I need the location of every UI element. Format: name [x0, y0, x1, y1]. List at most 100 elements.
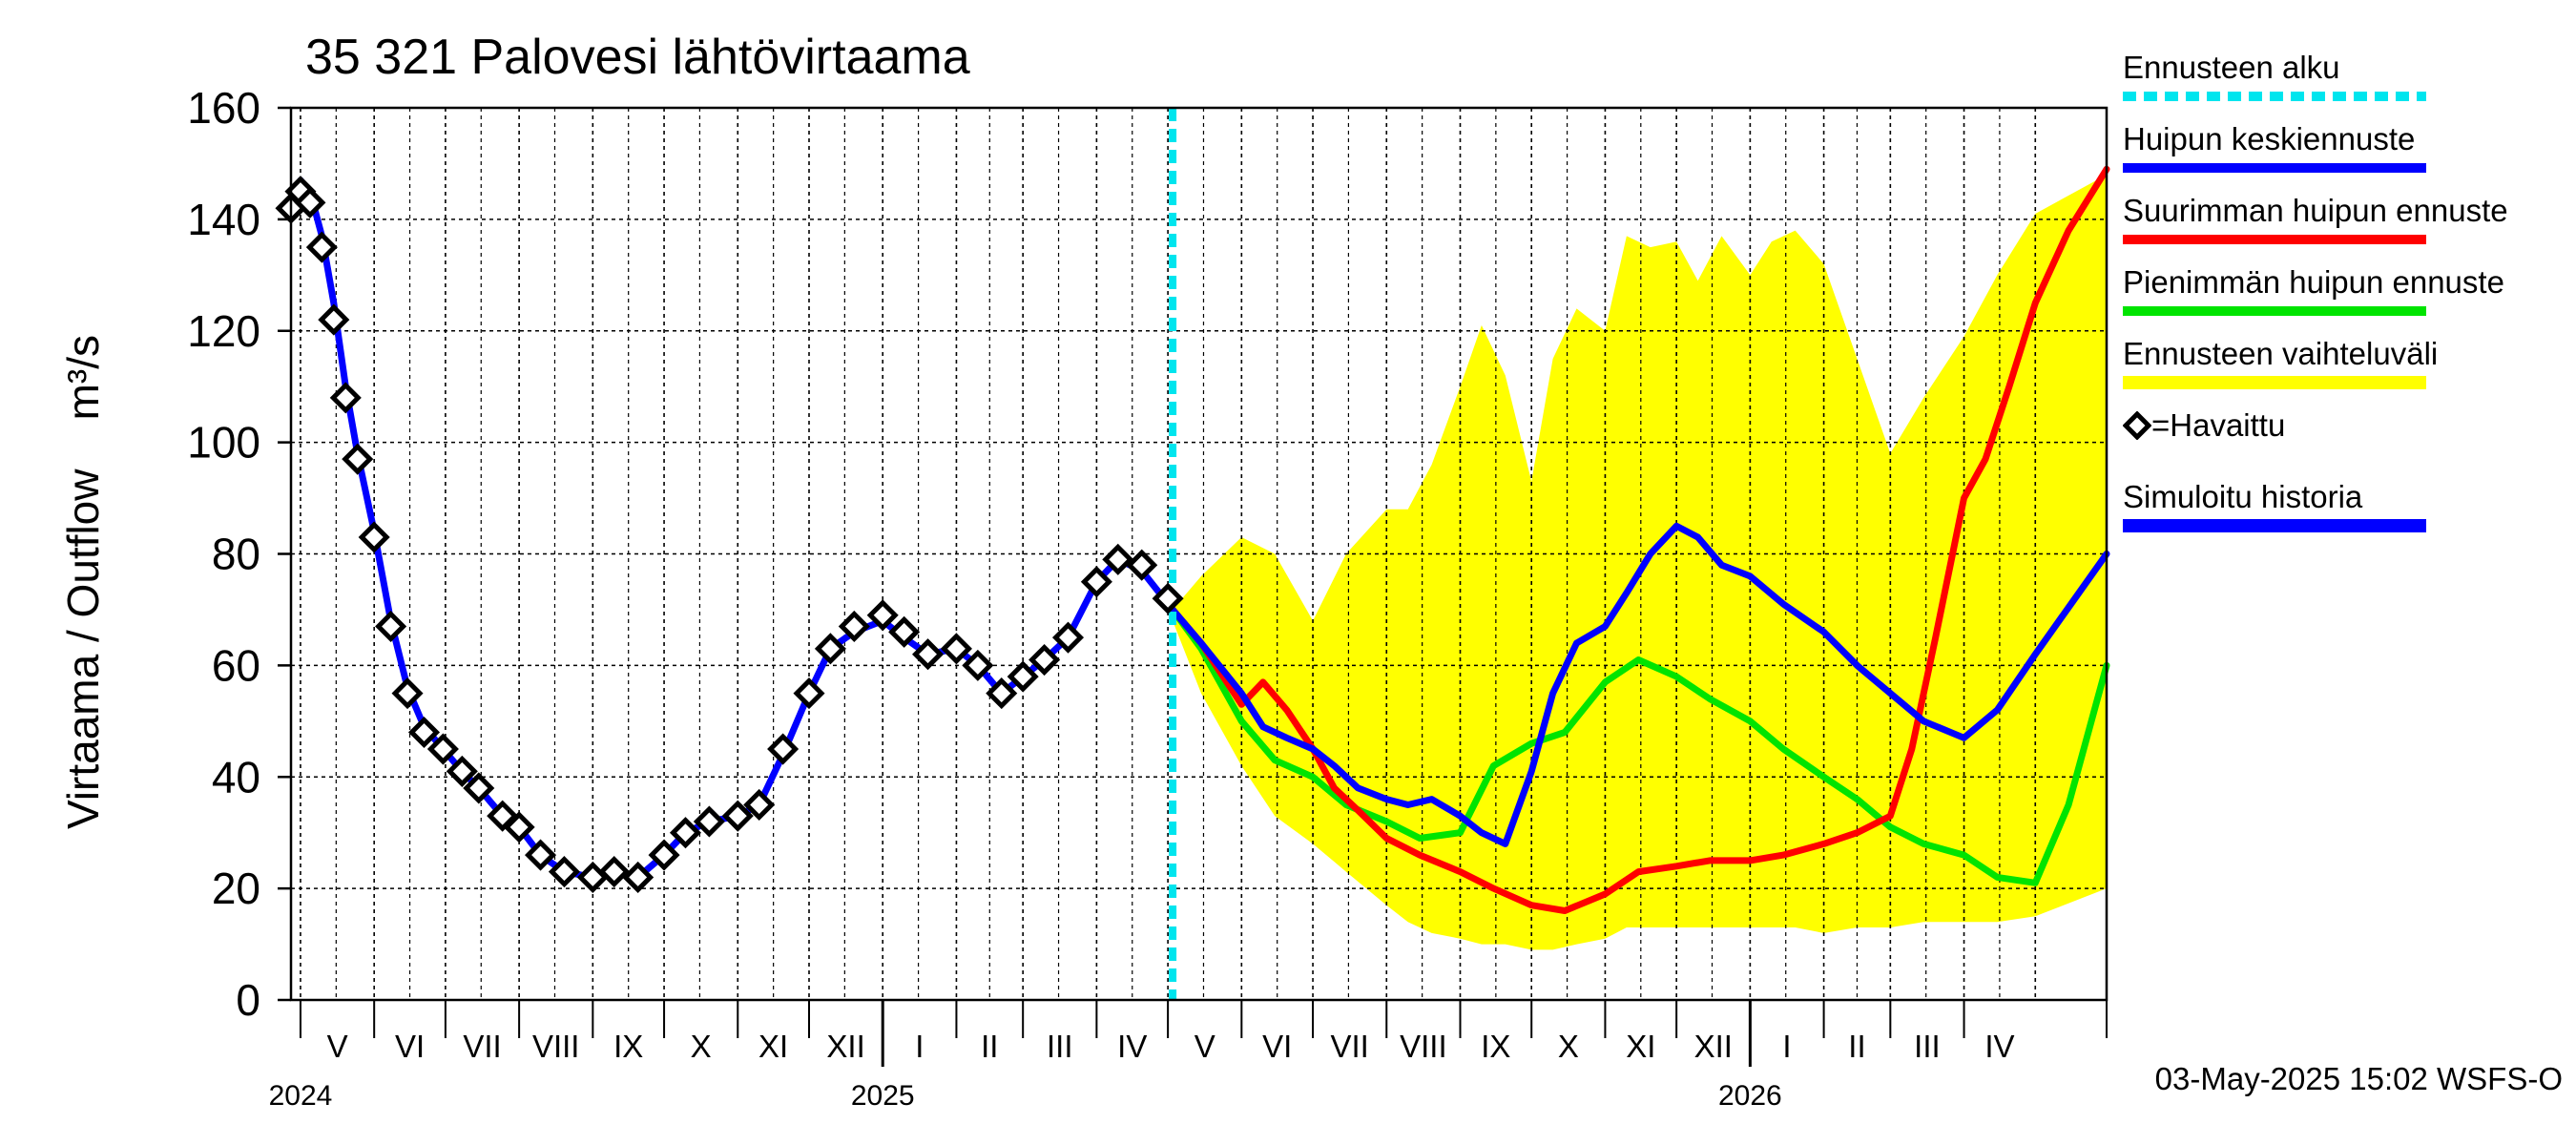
observed-point: [503, 811, 535, 843]
observed-point: [391, 677, 424, 710]
observed-point: [598, 856, 631, 888]
observed-point: [358, 521, 390, 553]
legend-item-mean-peak: Huipun keskiennuste: [2123, 117, 2438, 189]
y-tick-label: 160: [187, 83, 260, 133]
observed-point: [318, 303, 350, 336]
diamond-marker-icon: [2123, 411, 2151, 440]
observed-point: [767, 733, 800, 765]
legend-label: Pienimmän huipun ennuste: [2123, 264, 2504, 300]
x-month-label: II: [981, 1029, 998, 1064]
observed-point: [1126, 549, 1158, 581]
x-month-label: VI: [395, 1029, 425, 1064]
observed-point: [743, 788, 776, 822]
y-axis-label-unit: m³/s: [58, 334, 108, 421]
x-month-label: I: [915, 1029, 924, 1064]
observed-point: [446, 755, 478, 787]
legend-label: Huipun keskiennuste: [2123, 121, 2416, 156]
observed-point: [838, 610, 870, 643]
observed-point: [814, 633, 846, 665]
legend-label: Suurimman huipun ennuste: [2123, 193, 2508, 228]
x-month-label: XII: [826, 1029, 864, 1064]
observed-point: [912, 638, 945, 671]
observed-point: [693, 805, 725, 838]
y-tick-label: 40: [212, 752, 260, 802]
legend-swatch-blue: [2123, 163, 2426, 173]
x-month-label: XI: [758, 1029, 788, 1064]
observed-point: [342, 443, 374, 475]
x-month-label: II: [1848, 1029, 1865, 1064]
observed-point: [426, 733, 459, 765]
x-month-label: III: [1047, 1029, 1073, 1064]
x-month-label: X: [691, 1029, 712, 1064]
observed-point: [1080, 566, 1112, 598]
x-year-label: 2025: [851, 1080, 915, 1112]
observed-marker-layer: [275, 176, 1184, 893]
legend-swatch-yellow: [2123, 376, 2426, 389]
legend-swatch-red: [2123, 235, 2426, 244]
timestamp-footer: 03-May-2025 15:02 WSFS-O: [2154, 1061, 2563, 1096]
x-month-label: V: [327, 1029, 348, 1064]
x-year-label: 2024: [269, 1080, 333, 1112]
observed-point: [1007, 660, 1039, 693]
x-month-label: XI: [1626, 1029, 1655, 1064]
legend-label: =Havaittu: [2151, 407, 2286, 443]
observed-point: [669, 817, 702, 849]
grid-layer: [291, 107, 2107, 1001]
y-tick-label: 100: [187, 418, 260, 468]
y-axis-label: Virtaama / Outflow m³/s: [57, 335, 109, 829]
observed-point: [294, 186, 326, 219]
observed-point: [305, 231, 338, 263]
x-month-label: IX: [1481, 1029, 1510, 1064]
legend-label: Ennusteen vaihteluväli: [2123, 336, 2439, 371]
x-month-label: VI: [1262, 1029, 1292, 1064]
legend: Ennusteen alku Huipun keskiennuste Suuri…: [2123, 46, 2508, 547]
legend-item-simulated: Simuloitu historia: [2123, 475, 2438, 547]
observed-point: [622, 861, 654, 893]
chart-title: 35 321 Palovesi lähtövirtaama: [305, 30, 970, 85]
legend-item-observed: =Havaittu: [2123, 404, 2438, 475]
x-month-label: III: [1914, 1029, 1941, 1064]
observed-point: [1028, 643, 1061, 677]
legend-item-forecast-start: Ennusteen alku: [2123, 46, 2438, 117]
observed-point: [329, 382, 362, 414]
legend-item-max-peak: Suurimman huipun ennuste: [2123, 189, 2508, 260]
observed-point: [793, 677, 825, 710]
observed-point: [940, 633, 972, 665]
x-month-label: X: [1558, 1029, 1579, 1064]
observed-point: [525, 839, 557, 871]
legend-swatch-cyan-dashed: [2123, 92, 2426, 101]
observed-point: [888, 615, 921, 648]
legend-swatch-blue: [2123, 519, 2426, 532]
legend-item-range: Ennusteen vaihteluväli: [2123, 332, 2438, 404]
legend-item-min-peak: Pienimmän huipun ennuste: [2123, 260, 2504, 332]
x-month-label: VII: [463, 1029, 501, 1064]
observed-point: [1152, 582, 1184, 614]
forecast-band-layer: [1173, 175, 2107, 950]
x-month-label: VIII: [532, 1029, 580, 1064]
x-month-label: IX: [613, 1029, 643, 1064]
observed-point: [375, 610, 407, 643]
observed-point: [986, 677, 1018, 710]
forecast-range-band: [1173, 175, 2107, 950]
x-year-label: 2026: [1718, 1080, 1782, 1112]
y-tick-label: 80: [212, 530, 260, 579]
legend-label: Simuloitu historia: [2123, 479, 2363, 514]
observed-point: [721, 800, 754, 832]
x-month-label: V: [1195, 1029, 1215, 1064]
y-tick-label: 20: [212, 864, 260, 913]
y-tick-label: 0: [236, 975, 260, 1025]
observed-point: [463, 772, 495, 804]
x-month-label: VIII: [1400, 1029, 1447, 1064]
x-month-label: IV: [1984, 1029, 2014, 1064]
observed-point: [1102, 543, 1134, 575]
observed-point: [648, 839, 680, 871]
observed-point: [962, 649, 994, 681]
series-line: [1169, 522, 2110, 847]
observed-point: [866, 599, 899, 632]
y-tick-label: 120: [187, 306, 260, 356]
legend-swatch-green: [2123, 306, 2426, 316]
observed-point: [407, 716, 441, 749]
x-month-label: XII: [1694, 1029, 1733, 1064]
